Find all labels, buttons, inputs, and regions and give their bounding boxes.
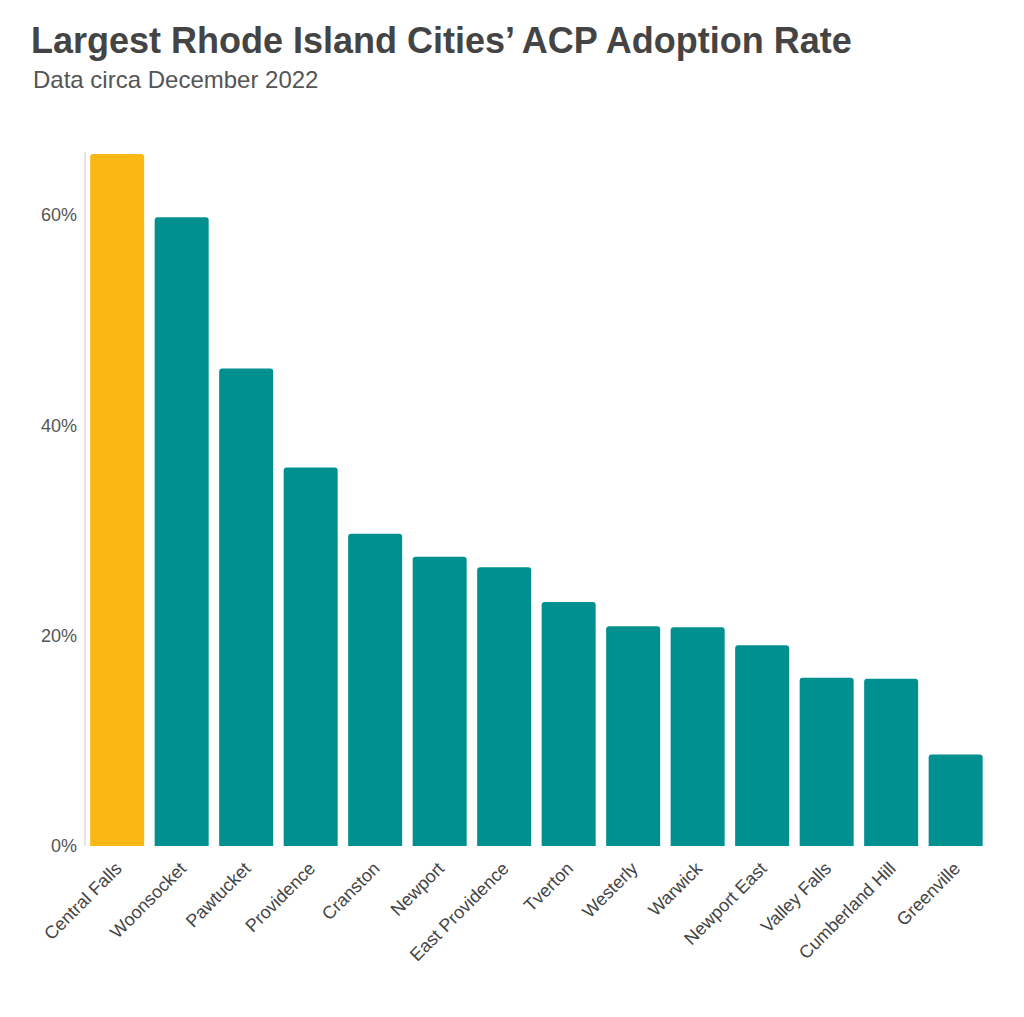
svg-text:Valley Falls: Valley Falls [757, 858, 836, 937]
html-text:Data circa December 2022: Data circa December 2022 [33, 66, 319, 93]
svg-text:Pawtucket: Pawtucket [181, 858, 255, 932]
svg-text:Providence: Providence [241, 858, 319, 936]
svg-text:Warwick: Warwick [644, 858, 706, 920]
svg-text:0%: 0% [51, 836, 77, 856]
svg-text:60%: 60% [41, 205, 77, 225]
svg-text:Central Falls: Central Falls [40, 858, 126, 944]
html-text:Largest Rhode Island Cities’ A: Largest Rhode Island Cities’ ACP Adoptio… [31, 20, 852, 61]
svg-text:Greenville: Greenville [893, 858, 964, 929]
svg-text:Newport: Newport [387, 858, 449, 920]
svg-text:Westerly: Westerly [578, 858, 641, 921]
svg-text:Cumberland Hill: Cumberland Hill [795, 858, 900, 963]
svg-text:East Providence: East Providence [406, 858, 513, 965]
svg-text:Newport East: Newport East [680, 858, 771, 949]
svg-text:Cranston: Cranston [318, 858, 384, 924]
svg-text:20%: 20% [41, 626, 77, 646]
svg-text:Woonsocket: Woonsocket [106, 858, 190, 942]
svg-text:40%: 40% [41, 416, 77, 436]
svg-text:Tverton: Tverton [520, 858, 577, 915]
